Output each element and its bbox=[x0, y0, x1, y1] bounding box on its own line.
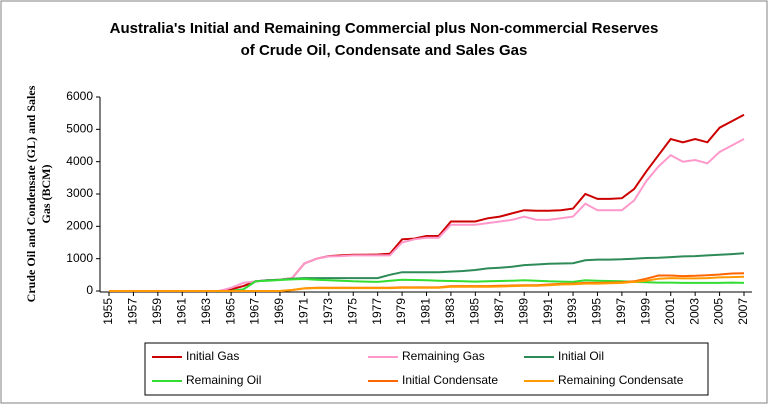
x-tick-label: 2005 bbox=[712, 298, 726, 325]
y-tick-label: 2000 bbox=[66, 219, 93, 233]
x-tick-label: 1989 bbox=[516, 298, 530, 325]
y-axis-title-line: Gas (BCM) bbox=[39, 165, 53, 224]
y-tick-label: 4000 bbox=[66, 154, 93, 168]
x-tick-label: 1967 bbox=[248, 298, 262, 325]
legend-label: Remaining Condensate bbox=[558, 373, 684, 387]
x-tick-label: 1995 bbox=[590, 298, 604, 325]
chart-title: Australia's Initial and Remaining Commer… bbox=[110, 20, 659, 37]
legend-label: Initial Oil bbox=[558, 349, 604, 363]
legend-label: Initial Gas bbox=[186, 349, 239, 363]
x-tick-label: 2007 bbox=[736, 298, 750, 325]
x-tick-label: 2001 bbox=[663, 298, 677, 325]
x-tick-label: 1975 bbox=[345, 298, 359, 325]
y-axis-title: Crude Oil and Condensate (GL) and Sales … bbox=[24, 85, 53, 302]
x-tick-label: 1981 bbox=[419, 298, 433, 325]
x-tick-label: 1977 bbox=[370, 298, 384, 325]
y-axis-title-line: Crude Oil and Condensate (GL) and Sales bbox=[24, 85, 38, 302]
x-tick-label: 1957 bbox=[126, 298, 140, 325]
x-tick-label: 1961 bbox=[174, 298, 188, 325]
x-tick-label: 1979 bbox=[394, 298, 408, 325]
x-tick-label: 1965 bbox=[223, 298, 237, 325]
legend bbox=[144, 342, 709, 396]
x-tick-label: 1959 bbox=[150, 298, 164, 325]
y-tick-label: 0 bbox=[86, 283, 93, 297]
legend-label: Initial Condensate bbox=[402, 373, 498, 387]
legend-label: Remaining Oil bbox=[186, 373, 261, 387]
x-tick-label: 1991 bbox=[541, 298, 555, 325]
x-tick-label: 1969 bbox=[272, 298, 286, 325]
x-tick-label: 2003 bbox=[687, 298, 701, 325]
x-tick-label: 1985 bbox=[468, 298, 482, 325]
x-tick-label: 1997 bbox=[614, 298, 628, 325]
x-tick-label: 1963 bbox=[199, 298, 213, 325]
x-tick-label: 1971 bbox=[297, 298, 311, 325]
x-tick-label: 1983 bbox=[443, 298, 457, 325]
x-tick-label: 1955 bbox=[101, 298, 115, 325]
y-tick-label: 5000 bbox=[66, 122, 93, 136]
x-tick-label: 1973 bbox=[321, 298, 335, 325]
y-tick-label: 3000 bbox=[66, 186, 93, 200]
x-tick-label: 1999 bbox=[638, 298, 652, 325]
series-line bbox=[109, 275, 745, 292]
y-tick-label: 6000 bbox=[66, 89, 93, 103]
legend-label: Remaining Gas bbox=[402, 349, 485, 363]
x-tick-label: 1987 bbox=[492, 298, 506, 325]
x-tick-label: 1993 bbox=[565, 298, 579, 325]
y-tick-label: 1000 bbox=[66, 251, 93, 265]
chart-title: of Crude Oil, Condensate and Sales Gas bbox=[241, 42, 528, 59]
